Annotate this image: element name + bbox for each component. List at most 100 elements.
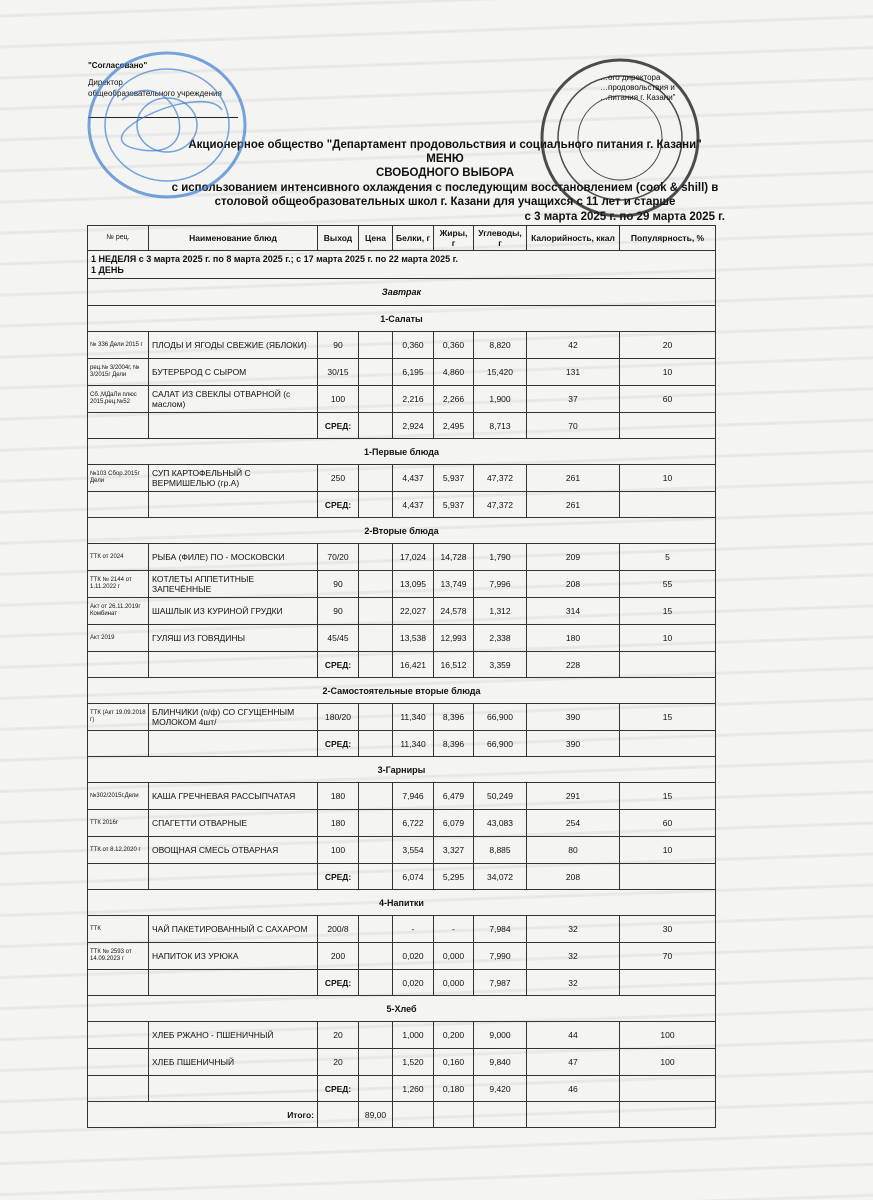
week-row: 1 НЕДЕЛЯ с 3 марта 2025 г. по 8 марта 20… — [87, 250, 716, 279]
day-label: 1 ДЕНЬ — [91, 264, 124, 275]
recipe-code-cell: ТТК от 2024 — [87, 543, 149, 571]
carbs-cell: 8,885 — [473, 836, 527, 864]
yield-cell: 100 — [317, 836, 359, 864]
avg-protein-cell: 16,421 — [392, 651, 434, 678]
col-fat: Жиры, г — [433, 225, 474, 251]
empty-cell — [619, 1101, 716, 1128]
total-label: Итого: — [87, 1101, 318, 1128]
table-row: ТТК № 2144 от 1.11.2022 г КОТЛЕТЫ АППЕТИТ… — [87, 570, 716, 598]
price-cell — [358, 464, 393, 492]
dish-name-cell: СПАГЕТТИ ОТВАРНЫЕ — [148, 809, 318, 837]
subtitle-1: с использованием интенсивного охлаждения… — [171, 182, 719, 194]
avg-protein-cell: 6,074 — [392, 863, 434, 890]
dish-name-cell: ХЛЕБ РЖАНО - ПШЕНИЧНЫЙ — [148, 1021, 318, 1049]
yield-cell: 20 — [317, 1048, 359, 1076]
popularity-cell: 20 — [619, 331, 716, 359]
avg-fat-cell: 0,180 — [433, 1075, 474, 1102]
price-cell — [358, 703, 393, 731]
protein-cell: 17,024 — [392, 543, 434, 571]
table-row: Акт 2019 ГУЛЯШ ИЗ ГОВЯДИНЫ 45/45 13,538 12,9… — [87, 624, 716, 652]
popularity-cell: 70 — [619, 942, 716, 970]
average-row: СРЕД: 0,020 0,000 7,987 32 — [87, 969, 716, 996]
recipe-code-cell: №103 Сбор.2015г Дели — [87, 464, 149, 492]
table-row: ТТК ЧАЙ ПАКЕТИРОВАННЫЙ С САХАРОМ 200/8- -7,… — [87, 915, 716, 943]
average-row: СРЕД: 6,074 5,295 34,072 208 — [87, 863, 716, 890]
menu-title: МЕНЮ — [426, 153, 464, 165]
table-row: № 336 Дели 2015 г ПЛОДЫ И ЯГОДЫ СВЕЖИЕ (Я… — [87, 331, 716, 359]
carbs-cell: 47,372 — [473, 464, 527, 492]
average-label: СРЕД: — [317, 863, 359, 890]
recipe-code-cell: ТТК № 2144 от 1.11.2022 г — [87, 570, 149, 598]
institution-label: общеобразовательного учреждения — [88, 89, 222, 98]
table-row: №103 Сбор.2015г Дели СУП КАРТОФЕЛЬНЫЙ С В… — [87, 464, 716, 492]
empty-cell — [619, 651, 716, 678]
protein-cell: 7,946 — [392, 782, 434, 810]
popularity-cell: 10 — [619, 836, 716, 864]
carbs-cell: 9,840 — [473, 1048, 527, 1076]
popularity-cell: 60 — [619, 809, 716, 837]
popularity-cell: 100 — [619, 1048, 716, 1076]
empty-cell — [87, 863, 149, 890]
recipe-code-cell: № 336 Дели 2015 г — [87, 331, 149, 359]
price-cell — [358, 809, 393, 837]
price-cell — [358, 942, 393, 970]
yield-cell: 70/20 — [317, 543, 359, 571]
avg-carbs-cell: 3,359 — [473, 651, 527, 678]
dish-name-cell: ХЛЕБ ПШЕНИЧНЫЙ — [148, 1048, 318, 1076]
popularity-cell: 100 — [619, 1021, 716, 1049]
empty-cell — [358, 412, 393, 439]
carbs-cell: 43,083 — [473, 809, 527, 837]
average-label: СРЕД: — [317, 969, 359, 996]
popularity-cell: 10 — [619, 358, 716, 386]
header-row: № рец. Наименование блюд Выход Цена Белк… — [87, 225, 716, 251]
fat-cell: 14,728 — [433, 543, 474, 571]
popularity-cell: 15 — [619, 597, 716, 625]
kcal-cell: 32 — [526, 942, 620, 970]
avg-fat-cell: 5,937 — [433, 491, 474, 518]
avg-kcal-cell: 228 — [526, 651, 620, 678]
menu-table: № рец. Наименование блюд Выход Цена Белк… — [87, 225, 716, 1128]
kcal-cell: 209 — [526, 543, 620, 571]
protein-cell: 3,554 — [392, 836, 434, 864]
popularity-cell: 5 — [619, 543, 716, 571]
price-cell — [358, 543, 393, 571]
period: с 3 марта 2025 г. по 29 марта 2025 г. — [524, 211, 725, 223]
col-recipe: № рец. — [87, 225, 149, 251]
week-label: 1 НЕДЕЛЯ с 3 марта 2025 г. по 8 марта 20… — [91, 253, 458, 264]
popularity-cell: 60 — [619, 385, 716, 413]
average-row: СРЕД: 16,421 16,512 3,359 228 — [87, 651, 716, 678]
section-title: 1-Первые блюда — [87, 438, 716, 465]
average-label: СРЕД: — [317, 730, 359, 757]
popularity-cell: 10 — [619, 624, 716, 652]
dish-name-cell: КОТЛЕТЫ АППЕТИТНЫЕ ЗАПЕЧЁННЫЕ — [148, 570, 318, 598]
kcal-cell: 37 — [526, 385, 620, 413]
price-cell — [358, 1048, 393, 1076]
empty-cell — [148, 1075, 318, 1102]
empty-cell — [433, 1101, 474, 1128]
empty-cell — [473, 1101, 527, 1128]
section-title: 2-Вторые блюда — [87, 517, 716, 544]
empty-cell — [87, 969, 149, 996]
carbs-cell: 66,900 — [473, 703, 527, 731]
yield-cell: 180/20 — [317, 703, 359, 731]
total-price: 89,00 — [358, 1101, 393, 1128]
avg-fat-cell: 8,396 — [433, 730, 474, 757]
carbs-cell: 7,990 — [473, 942, 527, 970]
dish-name-cell: БЛИНЧИКИ (п/ф) СО СГУЩЕННЫМ МОЛОКОМ 4шт/ — [148, 703, 318, 731]
section-row: 2-Самостоятельные вторые блюда — [87, 677, 716, 704]
dish-name-cell: САЛАТ ИЗ СВЕКЛЫ ОТВАРНОЙ (с маслом) — [148, 385, 318, 413]
dish-name-cell: БУТЕРБРОД С СЫРОМ — [148, 358, 318, 386]
fat-cell: 5,937 — [433, 464, 474, 492]
popularity-cell: 10 — [619, 464, 716, 492]
empty-cell — [87, 412, 149, 439]
protein-cell: 4,437 — [392, 464, 434, 492]
popularity-cell: 15 — [619, 782, 716, 810]
avg-protein-cell: 4,437 — [392, 491, 434, 518]
average-row: СРЕД: 11,340 8,396 66,900 390 — [87, 730, 716, 757]
fat-cell: 8,396 — [433, 703, 474, 731]
popularity-cell: 15 — [619, 703, 716, 731]
dish-name-cell: ШАШЛЫК ИЗ КУРИНОЙ ГРУДКИ — [148, 597, 318, 625]
col-protein: Белки, г — [392, 225, 434, 251]
avg-carbs-cell: 7,987 — [473, 969, 527, 996]
price-cell — [358, 385, 393, 413]
